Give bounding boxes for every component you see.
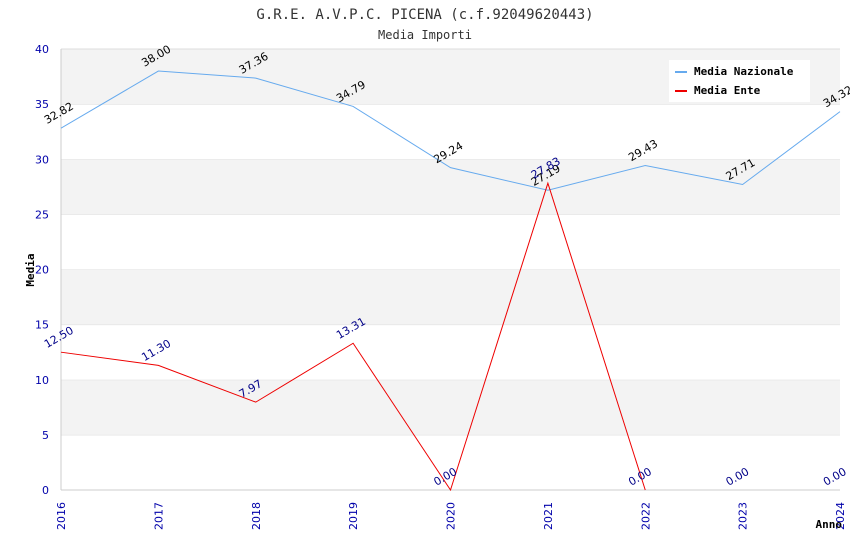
x-tick-label: 2018 [250, 502, 263, 530]
x-tick-label: 2017 [152, 502, 165, 530]
chart-subtitle: Media Importi [378, 28, 472, 42]
x-tick-label: 2023 [737, 502, 750, 530]
legend-label-ente: Media Ente [694, 84, 761, 97]
grid-band [61, 104, 840, 160]
grid-band [61, 324, 840, 380]
x-tick-label: 2020 [445, 502, 458, 530]
grid-band [61, 214, 840, 270]
y-tick-label: 0 [42, 484, 49, 497]
x-axis-label: Anno [816, 518, 843, 531]
series-line-1 [60, 181, 646, 492]
y-tick-labels: 0 5 10 15 20 25 30 35 40 [35, 43, 49, 497]
chart-title: G.R.E. A.V.P.C. PICENA (c.f.92049620443) [256, 7, 593, 23]
y-tick-label: 35 [35, 98, 49, 111]
y-axis-label: Media [24, 253, 37, 286]
grid-band [61, 159, 840, 215]
x-tick-label: 2019 [347, 502, 360, 530]
x-tick-labels: 2016 2017 2018 2019 2020 2021 2022 2023 2024 [55, 502, 847, 530]
grid-band [61, 379, 840, 435]
x-tick-label: 2024 [834, 502, 847, 530]
series-lines [60, 70, 841, 492]
grid-band [61, 434, 840, 490]
grid-bands [61, 48, 840, 490]
series-line-0 [60, 70, 841, 191]
x-tick-label: 2021 [542, 502, 555, 530]
y-tick-label: 5 [42, 429, 49, 442]
y-tick-label: 10 [35, 374, 49, 387]
legend: Media Nazionale Media Ente [669, 60, 810, 102]
y-tick-label: 25 [35, 208, 49, 221]
y-tick-label: 30 [35, 153, 49, 166]
y-tick-label: 40 [35, 43, 49, 56]
x-tick-label: 2016 [55, 502, 68, 530]
y-tick-label: 15 [35, 319, 49, 332]
grid-band [61, 269, 840, 325]
x-tick-label: 2022 [639, 502, 652, 530]
y-tick-label: 20 [35, 264, 49, 277]
legend-label-nazionale: Media Nazionale [694, 65, 794, 78]
legend-box [669, 60, 810, 102]
